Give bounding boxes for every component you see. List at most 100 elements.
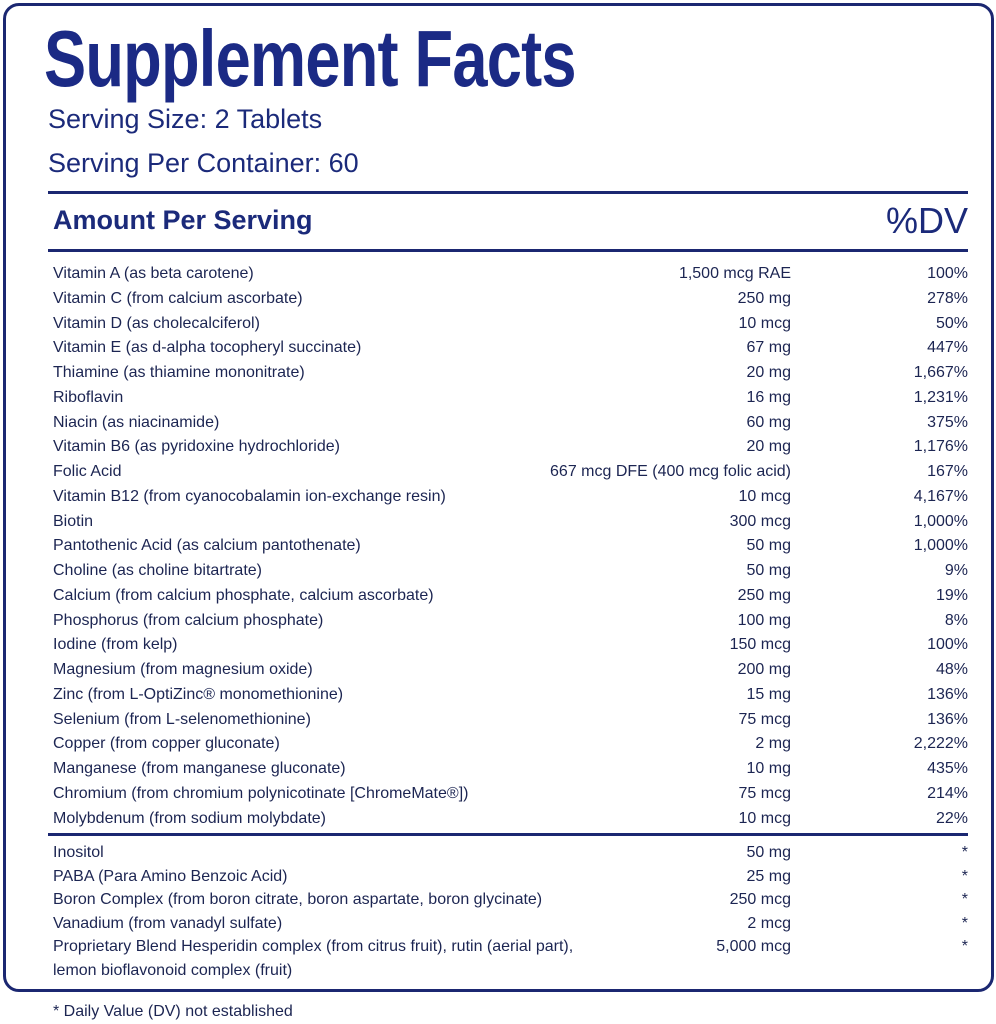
nutrient-amount: 10 mcg (738, 809, 791, 827)
table-row: Copper (from copper gluconate) 2 mg 2,222% (53, 734, 968, 759)
table-row: Vitamin A (as beta carotene) 1,500 mcg RA… (53, 264, 968, 289)
nutrient-amount: 75 mcg (738, 784, 791, 802)
servings-per-container: Serving Per Container: 60 (48, 148, 359, 178)
nutrient-amount: 15 mg (746, 685, 791, 703)
nutrient-dv: 447% (927, 339, 968, 357)
table-row: Molybdenum (from sodium molybdate) 10 mcg… (53, 809, 968, 834)
nutrient-name: Chromium (from chromium polynicotinate [… (53, 784, 469, 802)
nutrient-name: Zinc (from L-OptiZinc® monomethionine) (53, 685, 344, 703)
nutrient-amount: 150 mcg (729, 636, 791, 654)
nutrient-amount: 667 mcg DFE (400 mcg folic acid) (550, 463, 791, 480)
nutrient-dv: 50% (935, 314, 968, 332)
dv-header: %DV (885, 200, 968, 241)
divider (48, 833, 968, 836)
nutrient-amount: 10 mcg (738, 487, 791, 505)
nutrient-amount: 25 mg (746, 867, 791, 885)
nutrient-amount: 50 mg (746, 562, 791, 579)
table-row: Vitamin B6 (as pyridoxine hydrochloride)… (53, 437, 968, 462)
table-row: Chromium (from chromium polynicotinate [… (53, 784, 968, 809)
table-row: Vanadium (from vanadyl sulfate) 2 mcg * (53, 914, 968, 938)
table-row: Zinc (from L-OptiZinc® monomethionine) 15… (53, 685, 968, 710)
nutrient-amount: 250 mcg (729, 891, 791, 908)
nutrient-name: Thiamine (as thiamine mononitrate) (53, 364, 305, 381)
nutrient-amount: 10 mg (746, 760, 791, 777)
serving-size: Serving Size: 2 Tablets (48, 104, 323, 134)
table-row: PABA (Para Amino Benzoic Acid) 25 mg * (53, 867, 968, 891)
nutrient-dv: 435% (927, 760, 968, 777)
table-row: Inositol 50 mg * (53, 843, 968, 867)
nutrient-dv: 1,000% (913, 512, 968, 530)
table-row: Folic Acid 667 mcg DFE (400 mcg folic aci… (53, 462, 968, 487)
nutrient-dv: 278% (927, 289, 968, 307)
divider (48, 249, 968, 252)
nutrient-name: Proprietary Blend Hesperidin complex (fr… (53, 938, 574, 955)
nutrient-amount: 60 mg (746, 413, 791, 431)
nutrient-name: Vanadium (from vanadyl sulfate) (53, 914, 283, 932)
nutrient-dv: * (961, 867, 968, 885)
table-row: Pantothenic Acid (as calcium pantothenat… (53, 536, 968, 561)
nutrient-name: Riboflavin (53, 388, 124, 406)
nutrient-dv: 1,176% (913, 438, 968, 456)
nutrient-dv: 100% (927, 265, 968, 282)
nutrient-name: Magnesium (from magnesium oxide) (53, 661, 313, 678)
nutrient-name: Selenium (from L-selenomethionine) (53, 710, 311, 728)
nutrient-amount: 200 mg (737, 661, 791, 678)
table-row: Boron Complex (from boron citrate, boron… (53, 890, 968, 914)
nutrient-dv: 100% (927, 636, 968, 654)
nutrient-name: Niacin (as niacinamide) (53, 413, 220, 431)
nutrient-name: Vitamin B12 (from cyanocobalamin ion-exc… (53, 487, 446, 505)
nutrient-name: Boron Complex (from boron citrate, boron… (53, 891, 543, 908)
nutrient-name: Manganese (from manganese gluconate) (53, 760, 346, 777)
nutrient-amount: 2 mcg (747, 914, 791, 932)
nutrient-name: Inositol (53, 844, 104, 861)
nutrient-name: Folic Acid (53, 463, 122, 480)
table-row: Proprietary Blend Hesperidin complex (fr… (53, 937, 968, 985)
nutrient-amount: 250 mg (737, 289, 791, 307)
table-row: Iodine (from kelp) 150 mcg 100% (53, 635, 968, 660)
nutrient-dv: 4,167% (913, 487, 968, 505)
nutrient-dv: 167% (927, 463, 968, 480)
nutrient-name: Vitamin D (as cholecalciferol) (53, 314, 260, 332)
table-row: Calcium (from calcium phosphate, calcium… (53, 586, 968, 611)
nutrient-dv: 136% (927, 710, 968, 728)
nutrient-name: Copper (from copper gluconate) (53, 735, 280, 753)
nutrient-amount: 20 mg (746, 364, 791, 381)
nutrient-amount: 1,500 mcg RAE (678, 265, 791, 282)
nutrient-name: Biotin (53, 512, 94, 530)
table-row: Riboflavin 16 mg 1,231% (53, 388, 968, 413)
nutrient-amount: 250 mg (737, 586, 791, 604)
nutrient-dv: 1,231% (913, 388, 968, 406)
nutrient-dv: * (961, 891, 968, 908)
nutrient-name: Iodine (from kelp) (53, 636, 178, 654)
nutrient-dv: 1,667% (913, 364, 968, 381)
nutrient-dv: 22% (935, 809, 968, 827)
amount-per-serving-header: Amount Per Serving (53, 205, 313, 235)
nutrient-dv: 1,000% (913, 537, 968, 555)
nutrient-dv: 48% (935, 661, 968, 678)
nutrient-name: Vitamin C (from calcium ascorbate) (53, 289, 303, 307)
nutrient-amount: 50 mg (746, 844, 791, 861)
nutrient-amount: 75 mcg (738, 710, 791, 728)
nutrient-amount: 2 mg (755, 735, 791, 753)
label-frame (3, 3, 994, 992)
table-row: Vitamin E (as d-alpha tocopheryl succina… (53, 338, 968, 363)
nutrient-name: Phosphorus (from calcium phosphate) (53, 611, 324, 629)
nutrient-dv: 136% (927, 685, 968, 703)
table-row: Thiamine (as thiamine mononitrate) 20 mg 1… (53, 363, 968, 388)
nutrient-amount: 10 mcg (738, 314, 791, 332)
page-title: Supplement Facts (44, 14, 576, 103)
nutrient-amount: 5,000 mcg (716, 938, 791, 955)
nutrient-name: Molybdenum (from sodium molybdate) (53, 809, 326, 827)
nutrient-amount: 300 mcg (729, 512, 791, 530)
table-row: Vitamin D (as cholecalciferol) 10 mcg 50% (53, 314, 968, 339)
nutrient-dv: 214% (927, 784, 968, 802)
table-row: Choline (as choline bitartrate) 50 mg 9% (53, 561, 968, 586)
nutrient-amount: 20 mg (746, 438, 791, 456)
nutrient-amount: 67 mg (746, 339, 791, 357)
nutrient-dv: 19% (935, 586, 968, 604)
divider (48, 191, 968, 194)
table-row: Manganese (from manganese gluconate) 10 m… (53, 759, 968, 784)
nutrient-dv: 2,222% (913, 735, 968, 753)
nutrient-dv: * (961, 844, 968, 861)
nutrient-dv: 375% (927, 413, 968, 431)
